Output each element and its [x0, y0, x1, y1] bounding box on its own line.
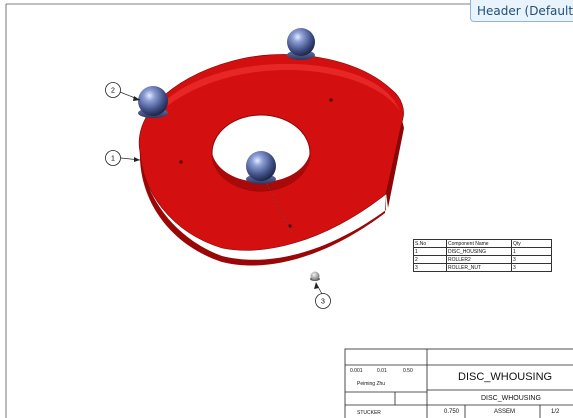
tolerance-2: 0.01	[377, 368, 387, 374]
bom-col-qty: Qty	[511, 239, 552, 248]
roller-left[interactable]	[138, 86, 168, 118]
mount-hole	[288, 224, 292, 228]
bom-header-row: S.No Component Name Qty	[413, 239, 552, 248]
balloon-label: 3	[321, 299, 325, 306]
hole-inner-wall	[212, 153, 310, 191]
balloon-label: 1	[111, 156, 115, 163]
bom-row: 3 ROLLER_NUT 3	[413, 263, 552, 272]
bom-cell-qty: 3	[511, 255, 552, 264]
tolerance-1: 0.001	[350, 368, 363, 374]
bom-row: 2 ROLLER2 3	[413, 255, 552, 264]
roller-nut[interactable]	[310, 271, 320, 282]
mount-hole	[329, 98, 333, 102]
bom-cell-no: 1	[413, 247, 447, 256]
leader-arrow	[133, 96, 140, 101]
tolerance-3: 0.50	[403, 368, 413, 374]
bom-cell-qty: 1	[511, 247, 552, 256]
leader-arrow	[314, 282, 319, 289]
balloon-3[interactable]: 3	[315, 293, 331, 309]
bom-col-sno: S.No	[413, 239, 447, 248]
drawing-scale: 0.750	[444, 409, 460, 415]
checker-name: STUCKER	[357, 410, 381, 416]
roller-center[interactable]	[246, 151, 276, 184]
housing-right-wall	[386, 120, 404, 208]
balloon-2[interactable]: 2	[105, 82, 121, 98]
explode-line	[264, 179, 292, 233]
bom-cell-name: DISC_HOUSING	[446, 247, 512, 256]
bill-of-materials: S.No Component Name Qty 1 DISC_HOUSING 1…	[413, 239, 552, 272]
housing-rim	[158, 63, 400, 112]
designer-name: Peiming Zhu	[357, 381, 386, 387]
balloon-label: 2	[111, 88, 115, 95]
bom-cell-no: 3	[413, 263, 447, 272]
drawing-title-large: DISC_WHOUSING	[458, 371, 553, 383]
sheet-number: 1/2	[551, 409, 560, 415]
mount-hole	[179, 160, 183, 164]
bom-cell-name: ROLLER2	[446, 255, 512, 264]
drawing-type: ASSEM	[494, 409, 516, 415]
drawing-title-small: DISC_WHOUSING	[481, 395, 541, 402]
bom-row: 1 DISC_HOUSING 1	[413, 247, 552, 256]
bom-cell-name: ROLLER_NUT	[446, 263, 512, 272]
bom-col-name: Component Name	[446, 239, 512, 248]
title-block-frame	[344, 348, 573, 418]
header-tab[interactable]: Header (Default S	[470, 0, 573, 22]
leader-arrow	[134, 157, 140, 162]
bom-cell-no: 2	[413, 255, 447, 264]
roller-top[interactable]	[287, 28, 315, 60]
balloon-1[interactable]: 1	[105, 150, 121, 166]
bom-cell-qty: 3	[511, 263, 552, 272]
